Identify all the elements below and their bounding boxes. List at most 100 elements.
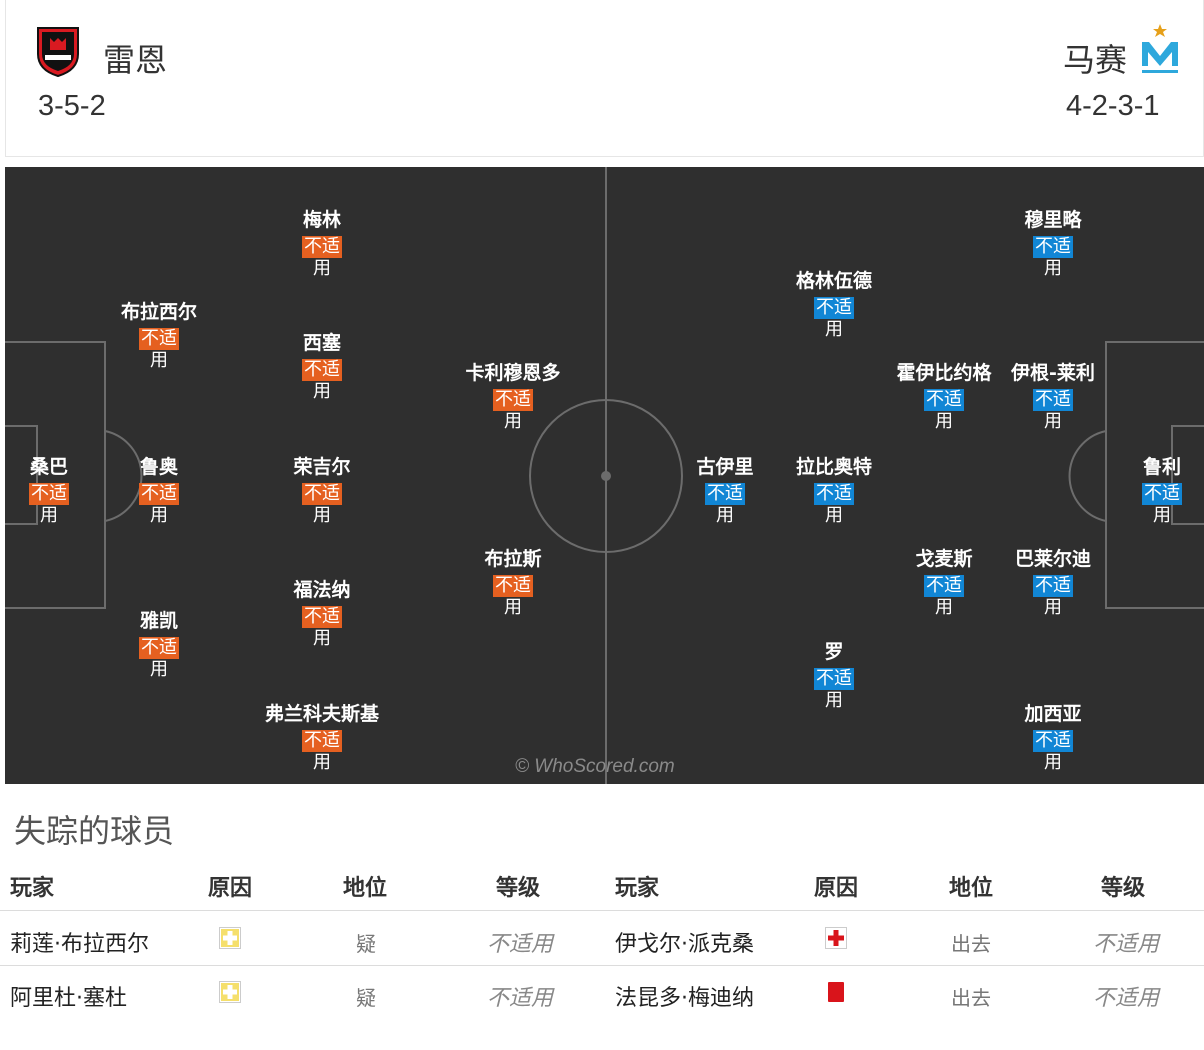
rating-badge: 不适 xyxy=(814,297,854,319)
red-card-icon xyxy=(828,982,844,1002)
player-name: 卡利穆恩多 xyxy=(465,362,561,384)
player-away-rabiot[interactable]: 拉比奥特 不适 用 xyxy=(769,452,899,527)
player-home-seidu[interactable]: 西塞 不适 用 xyxy=(257,328,387,403)
col-header-reason: 原因 xyxy=(814,876,859,901)
rating-line2: 用 xyxy=(1044,752,1062,773)
player-away-gouiri[interactable]: 古伊里 不适 用 xyxy=(660,452,790,527)
rating-line2: 用 xyxy=(313,752,331,773)
rating-line2: 用 xyxy=(1044,258,1062,279)
rating-badge: 不适 xyxy=(814,483,854,505)
missing-grade: 不适用 xyxy=(487,932,554,957)
player-name: 罗 xyxy=(824,641,844,663)
col-header-status: 地位 xyxy=(343,876,388,901)
away-team-name[interactable]: 马赛 xyxy=(1063,41,1128,79)
table-divider xyxy=(0,965,1204,966)
missing-player-name[interactable]: 伊戈尔·派克桑 xyxy=(615,932,754,957)
missing-status: 出去 xyxy=(951,986,991,1010)
player-home-kalimuendo[interactable]: 卡利穆恩多 不适 用 xyxy=(448,358,578,433)
missing-grade: 不适用 xyxy=(487,986,554,1011)
rating-line2: 用 xyxy=(150,350,168,371)
player-away-balerdi[interactable]: 巴莱尔迪 不适 用 xyxy=(988,544,1118,619)
rating-badge: 不适 xyxy=(1033,730,1073,752)
col-header-grade: 等级 xyxy=(496,876,541,901)
missing-player-name[interactable]: 阿里杜·塞杜 xyxy=(10,986,127,1011)
player-name: 霍伊比约格 xyxy=(896,362,992,384)
missing-player-name[interactable]: 法昆多·梅迪纳 xyxy=(615,986,754,1011)
missing-player-name[interactable]: 莉莲·布拉西尔 xyxy=(10,932,149,957)
rating-badge: 不适 xyxy=(493,389,533,411)
rating-badge: 不适 xyxy=(302,606,342,628)
rating-badge: 不适 xyxy=(29,483,69,505)
player-home-brassier[interactable]: 布拉西尔 不适 用 xyxy=(94,297,224,372)
home-formation: 3-5-2 xyxy=(38,90,106,122)
player-home-jacquet[interactable]: 雅凯 不适 用 xyxy=(94,606,224,681)
pitch: © WhoScored.com 梅林 不适 用 布拉西尔 不适 用 西塞 不适 … xyxy=(5,167,1204,784)
player-name: 布拉西尔 xyxy=(120,301,197,323)
player-away-hojbjerg[interactable]: 霍伊比约格 不适 用 xyxy=(879,358,1009,433)
rating-badge: 不适 xyxy=(1033,389,1073,411)
player-home-truffert[interactable]: 荣吉尔 不适 用 xyxy=(257,452,387,527)
player-name: 桑巴 xyxy=(29,456,68,478)
rating-badge: 不适 xyxy=(139,328,179,350)
player-name: 戈麦斯 xyxy=(915,548,973,570)
player-home-frankowski[interactable]: 弗兰科夫斯基 不适 用 xyxy=(257,699,387,774)
col-header-reason: 原因 xyxy=(208,876,253,901)
player-name: 格林伍德 xyxy=(795,270,872,292)
rating-badge: 不适 xyxy=(302,236,342,258)
player-name: 伊根-莱利 xyxy=(1011,362,1095,384)
player-home-merlin[interactable]: 梅林 不适 用 xyxy=(257,205,387,280)
rating-badge: 不适 xyxy=(302,730,342,752)
player-name: 穆里略 xyxy=(1024,209,1082,231)
rating-badge: 不适 xyxy=(302,359,342,381)
yellow-cross-icon xyxy=(219,927,241,949)
rating-line2: 用 xyxy=(1044,597,1062,618)
match-header: 雷恩 3-5-2 马赛 4-2-3-1 xyxy=(5,0,1204,157)
player-name: 雅凯 xyxy=(139,610,178,632)
rating-line2: 用 xyxy=(716,505,734,526)
player-name: 拉比奥特 xyxy=(795,456,872,478)
rating-badge: 不适 xyxy=(814,668,854,690)
player-home-fofana[interactable]: 福法纳 不适 用 xyxy=(257,575,387,650)
missing-status: 疑 xyxy=(356,932,376,956)
player-away-egan-riley[interactable]: 伊根-莱利 不适 用 xyxy=(988,358,1118,433)
rating-line2: 用 xyxy=(313,505,331,526)
rennes-crest-icon xyxy=(37,27,79,78)
rating-badge: 不适 xyxy=(705,483,745,505)
player-away-rulli[interactable]: 鲁利 不适 用 xyxy=(1097,452,1204,527)
home-team-name[interactable]: 雷恩 xyxy=(103,41,168,79)
rating-line2: 用 xyxy=(313,628,331,649)
player-name: 巴莱尔迪 xyxy=(1014,548,1091,570)
rating-line2: 用 xyxy=(935,411,953,432)
player-name: 西塞 xyxy=(302,332,341,354)
rating-line2: 用 xyxy=(150,659,168,680)
player-home-rouault[interactable]: 鲁奥 不适 用 xyxy=(94,452,224,527)
col-header-status: 地位 xyxy=(949,876,994,901)
marseille-crest-icon xyxy=(1142,24,1178,73)
player-name: 鲁利 xyxy=(1142,456,1181,478)
table-divider xyxy=(0,910,1204,911)
player-away-murillo[interactable]: 穆里略 不适 用 xyxy=(988,205,1118,280)
missing-grade: 不适用 xyxy=(1093,932,1160,957)
player-name: 古伊里 xyxy=(696,456,754,478)
player-name: 鲁奥 xyxy=(139,456,178,478)
player-away-rowe[interactable]: 罗 不适 用 xyxy=(769,637,899,712)
rating-badge: 不适 xyxy=(924,575,964,597)
player-away-greenwood[interactable]: 格林伍德 不适 用 xyxy=(769,266,899,341)
player-away-garcia[interactable]: 加西亚 不适 用 xyxy=(988,699,1118,774)
yellow-cross-icon xyxy=(219,981,241,1003)
rating-line2: 用 xyxy=(1044,411,1062,432)
player-home-blas[interactable]: 布拉斯 不适 用 xyxy=(448,544,578,619)
rating-badge: 不适 xyxy=(139,637,179,659)
col-header-player: 玩家 xyxy=(10,876,55,901)
player-name: 弗兰科夫斯基 xyxy=(264,703,379,725)
player-home-samba[interactable]: 桑巴 不适 用 xyxy=(5,452,114,527)
player-away-gomes[interactable]: 戈麦斯 不适 用 xyxy=(879,544,1009,619)
pitch-lines xyxy=(5,167,1204,784)
red-cross-icon xyxy=(825,927,847,949)
rating-badge: 不适 xyxy=(1033,236,1073,258)
rating-badge: 不适 xyxy=(1033,575,1073,597)
player-name: 荣吉尔 xyxy=(293,456,351,478)
player-name: 布拉斯 xyxy=(484,548,542,570)
rating-badge: 不适 xyxy=(302,483,342,505)
player-name: 加西亚 xyxy=(1024,703,1082,725)
